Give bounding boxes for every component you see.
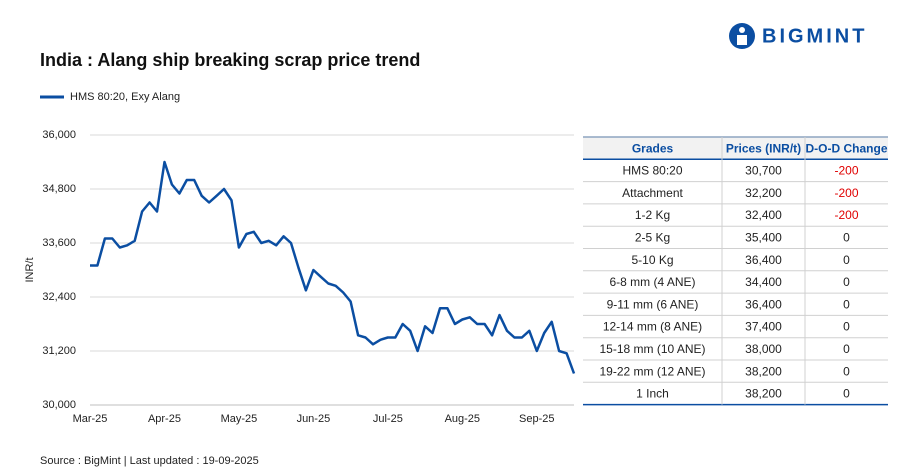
table-header-cell: D-O-D Change xyxy=(806,141,888,155)
table-cell: 0 xyxy=(843,231,850,245)
table-cell: 0 xyxy=(843,275,850,289)
logo-icon-head xyxy=(739,27,745,33)
x-tick-label: Aug-25 xyxy=(445,413,480,425)
logo-icon-body xyxy=(737,35,747,45)
table-cell: 9-11 mm (6 ANE) xyxy=(607,297,699,311)
x-tick-label: Apr-25 xyxy=(148,413,181,425)
price-table: Grades Prices (INR/t) D-O-D Change HMS 80:2… xyxy=(583,136,888,406)
y-tick-label: 32,400 xyxy=(42,291,76,303)
x-tick-label: Jul-25 xyxy=(373,413,403,425)
table-cell: HMS 80:20 xyxy=(622,164,682,178)
y-tick-label: 36,000 xyxy=(42,129,76,141)
table-cell: 1-2 Kg xyxy=(635,208,670,222)
table-cell: 0 xyxy=(843,364,850,378)
y-tick-label: 34,800 xyxy=(42,183,76,195)
table-cell: 6-8 mm (4 ANE) xyxy=(609,275,695,289)
table-cell: -200 xyxy=(834,208,858,222)
table-cell: -200 xyxy=(834,186,858,200)
table-cell: 36,400 xyxy=(745,253,782,267)
table-header-bg xyxy=(583,137,888,160)
table-cell: 1 Inch xyxy=(636,387,669,401)
y-axis-label: INR/t xyxy=(24,257,36,282)
table-cell: 34,400 xyxy=(745,275,782,289)
table-cell: 0 xyxy=(843,297,850,311)
table-cell: 36,400 xyxy=(745,297,782,311)
table-cell: 0 xyxy=(843,387,850,401)
y-tick-label: 30,000 xyxy=(42,399,76,411)
table-cell: 19-22 mm (12 ANE) xyxy=(599,364,705,378)
table-header-cell: Prices (INR/t) xyxy=(726,141,801,155)
source-note: Source : BigMint | Last updated : 19-09-… xyxy=(40,455,259,467)
table-cell: 37,400 xyxy=(745,320,782,334)
table-cell: 35,400 xyxy=(745,231,782,245)
table-cell: 32,400 xyxy=(745,208,782,222)
y-tick-label: 33,600 xyxy=(42,237,76,249)
chart-title: India : Alang ship breaking scrap price … xyxy=(40,50,420,70)
table-cell: 32,200 xyxy=(745,186,782,200)
table-cell: 38,200 xyxy=(745,387,782,401)
logo: BIGMINT xyxy=(729,23,867,49)
x-tick-label: May-25 xyxy=(221,413,258,425)
table-cell: 0 xyxy=(843,320,850,334)
table-cell: -200 xyxy=(834,164,858,178)
legend-label: HMS 80:20, Exy Alang xyxy=(70,91,180,103)
x-tick-label: Jun-25 xyxy=(297,413,331,425)
table-cell: 15-18 mm (10 ANE) xyxy=(599,342,705,356)
table-cell: 12-14 mm (8 ANE) xyxy=(603,320,702,334)
table-cell: 38,000 xyxy=(745,342,782,356)
table-cell: 0 xyxy=(843,342,850,356)
table-cell: 30,700 xyxy=(745,164,782,178)
plot: 30,000 31,200 32,400 33,600 34,800 36,000 Mar-… xyxy=(42,129,576,425)
table-cell: 2-5 Kg xyxy=(635,231,670,245)
x-tick-label: Sep-25 xyxy=(519,413,554,425)
x-tick-label: Mar-25 xyxy=(73,413,108,425)
y-tick-label: 31,200 xyxy=(42,345,76,357)
table-header-cell: Grades xyxy=(632,141,674,155)
table-cell: 5-10 Kg xyxy=(631,253,673,267)
table-cell: 38,200 xyxy=(745,364,782,378)
table-cell: Attachment xyxy=(622,186,683,200)
price-line xyxy=(90,160,576,374)
logo-text: BIGMINT xyxy=(762,25,867,47)
table-cell: 0 xyxy=(843,253,850,267)
